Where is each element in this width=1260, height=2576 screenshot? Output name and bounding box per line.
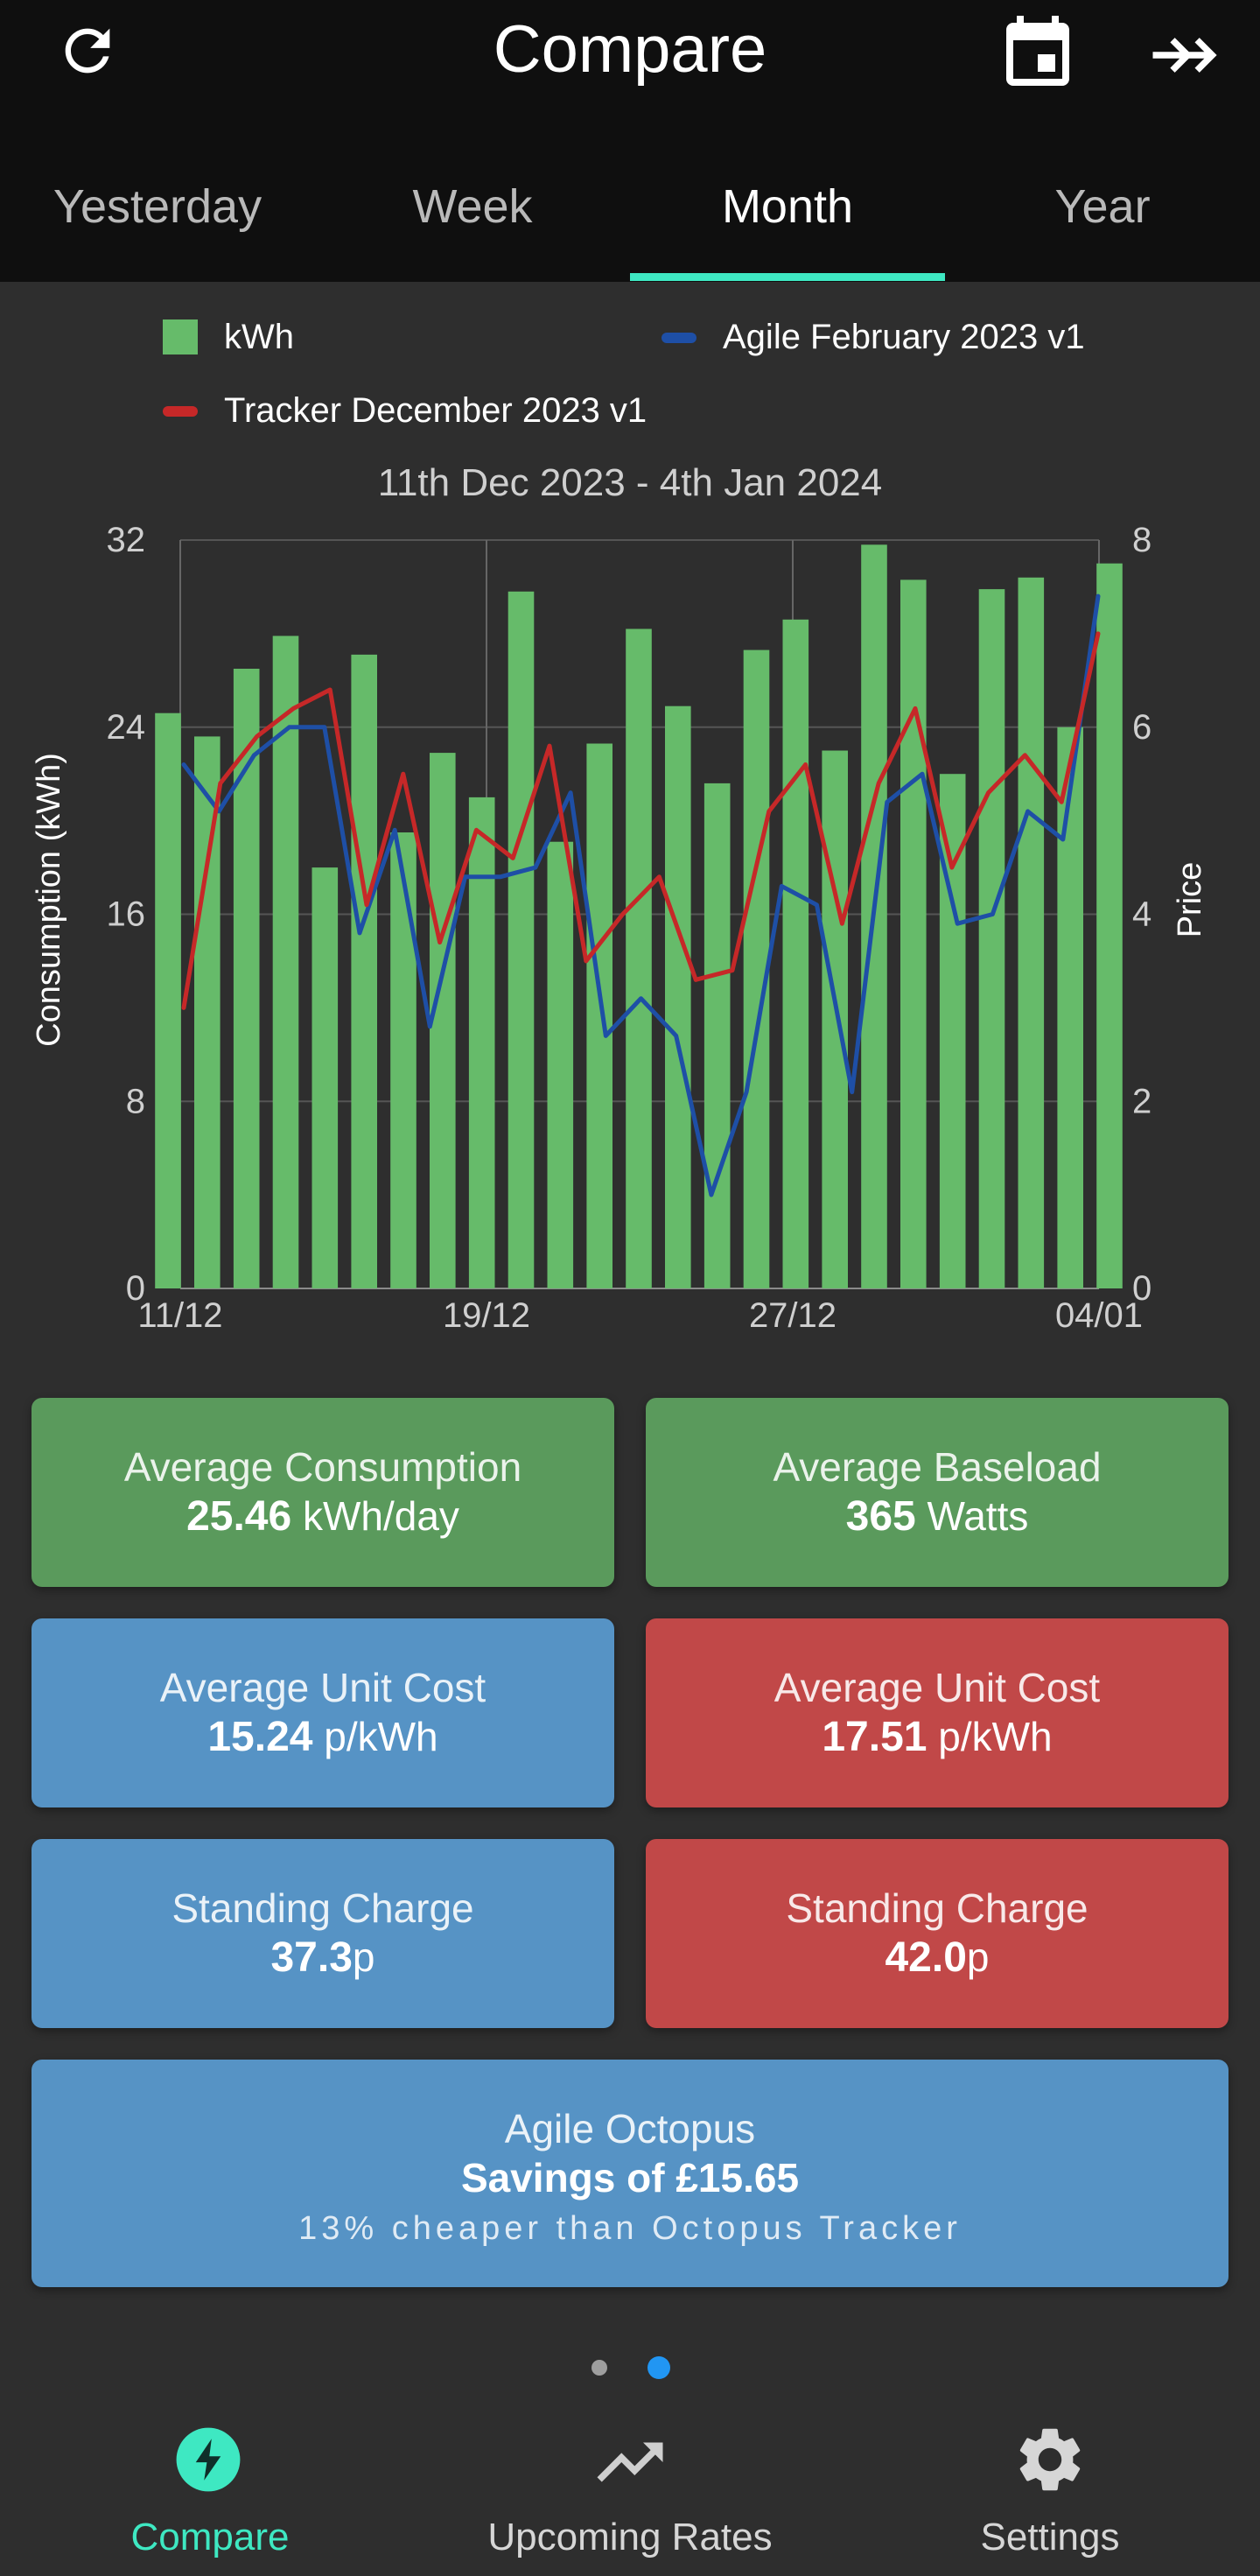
legend-label-kwh: kWh [224,318,294,356]
bar [468,797,495,1288]
tracker-unit-cost-label: Average Unit Cost [774,1665,1101,1710]
agile-price-line [181,593,1101,1197]
agile-standing-charge-card: Standing Charge 37.3p [32,1839,614,2028]
tracker-price-line [181,631,1101,1010]
bar [586,743,612,1288]
bar [351,654,377,1288]
legend-swatch-agile [662,333,696,343]
savings-note: 13% cheaper than Octopus Tracker [298,2210,962,2247]
page-title: Compare [493,12,767,87]
bar [822,750,848,1288]
bar [1057,726,1083,1289]
bar [665,705,691,1288]
tracker-unit-cost-value: 17.51 p/kWh [822,1714,1053,1760]
agile-unit-cost-card: Average Unit Cost 15.24 p/kWh [32,1618,614,1807]
bar [508,591,535,1288]
bar [390,832,416,1288]
x-tick-label: 11/12 [137,1296,222,1335]
refresh-icon[interactable] [54,18,121,84]
legend-label-agile: Agile February 2023 v1 [723,318,1085,356]
x-tick-label: 27/12 [749,1296,836,1335]
bar [743,649,770,1288]
bottom-navigation: Compare Upcoming Rates Settings [0,2398,1260,2576]
x-tick-label: 04/01 [1055,1296,1143,1335]
nav-settings[interactable]: Settings [840,2398,1260,2576]
average-consumption-card: Average Consumption 25.46 kWh/day [32,1398,614,1587]
tab-bar: Yesterday Week Month Year [0,149,1260,282]
bar [430,753,456,1288]
app-bar: Compare Yesterday Week Month Year [0,0,1260,282]
y-tick-label: 8 [126,1082,145,1120]
savings-amount: Savings of £15.65 [460,2155,800,2200]
bar [626,628,652,1288]
average-baseload-card: Average Baseload 365 Watts [646,1398,1228,1587]
agile-unit-cost-value: 15.24 p/kWh [207,1714,438,1760]
bar [704,783,731,1288]
gear-icon [1019,2428,1081,2491]
nav-upcoming-rates-label: Upcoming Rates [487,2516,773,2558]
x-tick-label: 19/12 [443,1296,530,1335]
bar [155,712,181,1288]
tab-yesterday[interactable]: Yesterday [52,180,262,233]
bar [900,579,927,1288]
y-axis-title: Consumption (kWh) [31,753,67,1047]
agile-unit-cost-label: Average Unit Cost [159,1665,486,1710]
tab-year[interactable]: Year [1054,180,1151,233]
nav-settings-label: Settings [980,2516,1120,2558]
bar [978,589,1005,1288]
nav-upcoming-rates[interactable]: Upcoming Rates [420,2398,840,2576]
bar [272,635,299,1288]
bar [1018,577,1045,1289]
tab-week[interactable]: Week [412,180,533,233]
savings-summary-card: Agile Octopus Savings of £15.65 13% chea… [32,2060,1228,2287]
y2-tick-label: 0 [1132,1269,1152,1308]
tab-month[interactable]: Month [721,180,854,233]
page-dot-2[interactable] [648,2356,670,2379]
bar [782,619,809,1288]
bar [233,669,260,1288]
y-tick-label: 0 [126,1269,145,1308]
agile-standing-charge-label: Standing Charge [172,1885,474,1931]
tracker-unit-cost-card: Average Unit Cost 17.51 p/kWh [646,1618,1228,1807]
tab-indicator [630,273,945,281]
bar [1096,563,1123,1288]
bar [194,736,220,1288]
trending-up-icon [597,2442,663,2482]
page-indicator [0,2355,1260,2381]
average-consumption-value: 25.46 kWh/day [186,1493,459,1540]
average-baseload-label: Average Baseload [773,1444,1102,1490]
collapse-arrows-icon[interactable] [1146,16,1225,95]
legend-swatch-kwh [163,319,198,354]
tracker-standing-charge-label: Standing Charge [786,1885,1088,1931]
y-tick-label: 16 [107,895,146,934]
calendar-icon[interactable] [996,12,1080,96]
chart-title: 11th Dec 2023 - 4th Jan 2024 [378,461,883,504]
y-tick-label: 32 [107,521,146,559]
legend-swatch-tracker [163,406,198,417]
y2-tick-label: 4 [1132,895,1152,934]
average-baseload-value: 365 Watts [845,1493,1029,1540]
bolt-icon [176,2427,241,2492]
y2-tick-label: 8 [1132,521,1152,559]
y2-axis-title: Price [1172,862,1208,938]
savings-tariff-name: Agile Octopus [504,2106,756,2151]
bar [547,841,574,1288]
nav-compare[interactable]: Compare [0,2398,420,2576]
y-tick-label: 24 [107,708,146,747]
y2-tick-label: 2 [1132,1082,1152,1120]
page-dot-1[interactable] [592,2360,607,2376]
tracker-standing-charge-card: Standing Charge 42.0p [646,1839,1228,2028]
tracker-standing-charge-value: 42.0p [885,1934,990,1981]
comparison-chart: kWh Agile February 2023 v1 Tracker Decem… [31,318,1208,1335]
y2-tick-label: 6 [1132,708,1152,747]
agile-standing-charge-value: 37.3p [270,1934,375,1981]
average-consumption-label: Average Consumption [123,1444,522,1490]
legend-label-tracker: Tracker December 2023 v1 [224,391,647,430]
nav-compare-label: Compare [130,2516,290,2558]
bar [312,867,339,1288]
